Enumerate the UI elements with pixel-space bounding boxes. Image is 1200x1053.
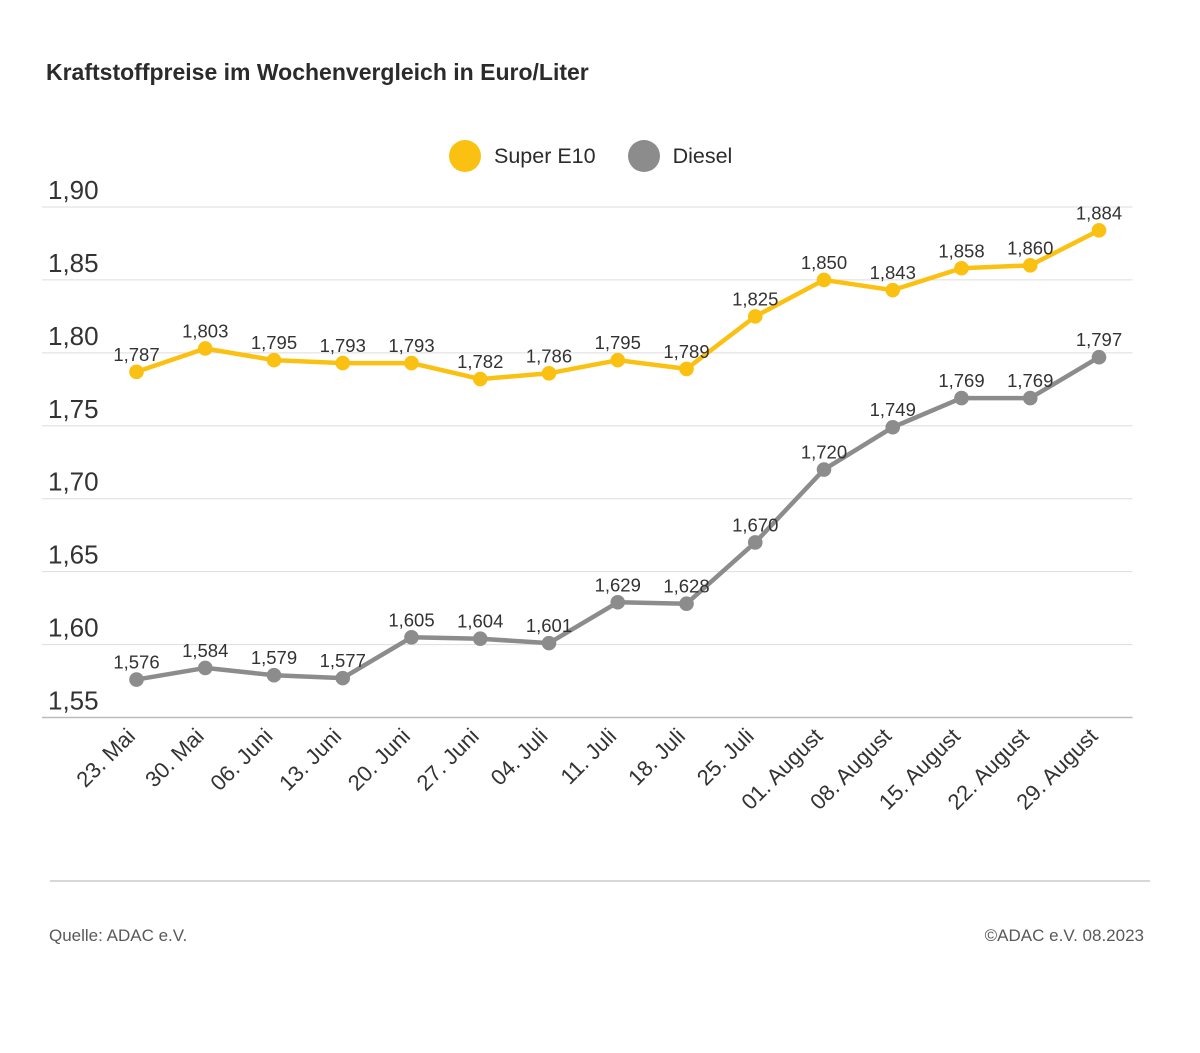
svg-text:1,65: 1,65 <box>48 540 99 570</box>
svg-text:1,860: 1,860 <box>1007 237 1053 258</box>
svg-text:1,793: 1,793 <box>320 335 366 356</box>
svg-text:1,629: 1,629 <box>595 574 641 595</box>
svg-text:1,793: 1,793 <box>388 335 434 356</box>
svg-text:13. Juni: 13. Juni <box>274 723 346 795</box>
svg-text:1,769: 1,769 <box>1007 370 1053 391</box>
svg-text:1,789: 1,789 <box>663 341 709 362</box>
svg-text:1,825: 1,825 <box>732 288 778 309</box>
svg-text:1,670: 1,670 <box>732 514 778 535</box>
svg-text:1,803: 1,803 <box>182 320 228 341</box>
svg-text:1,60: 1,60 <box>48 613 99 643</box>
svg-text:1,782: 1,782 <box>457 351 503 372</box>
svg-text:18. Juli: 18. Juli <box>623 723 690 790</box>
svg-text:1,628: 1,628 <box>663 576 709 597</box>
svg-text:1,579: 1,579 <box>251 647 297 668</box>
svg-text:1,787: 1,787 <box>113 344 159 365</box>
svg-text:1,795: 1,795 <box>595 332 641 353</box>
svg-text:04. Juli: 04. Juli <box>486 723 553 790</box>
svg-text:1,584: 1,584 <box>182 640 228 661</box>
svg-text:1,884: 1,884 <box>1076 202 1122 223</box>
svg-text:1,90: 1,90 <box>48 175 99 205</box>
svg-text:1,75: 1,75 <box>48 394 99 424</box>
svg-text:1,749: 1,749 <box>870 399 916 420</box>
svg-text:1,786: 1,786 <box>526 345 572 366</box>
svg-text:1,605: 1,605 <box>388 609 434 630</box>
svg-text:11. Juli: 11. Juli <box>555 723 621 789</box>
svg-text:23. Mai: 23. Mai <box>71 723 140 792</box>
svg-text:1,80: 1,80 <box>48 321 99 351</box>
svg-text:1,720: 1,720 <box>801 442 847 463</box>
svg-text:1,576: 1,576 <box>113 652 159 673</box>
svg-text:27. Juni: 27. Juni <box>412 723 484 795</box>
svg-text:1,769: 1,769 <box>938 370 984 391</box>
svg-text:1,577: 1,577 <box>320 650 366 671</box>
svg-text:1,604: 1,604 <box>457 611 503 632</box>
svg-text:06. Juni: 06. Juni <box>205 723 277 795</box>
svg-text:1,858: 1,858 <box>938 240 984 261</box>
svg-text:30. Mai: 30. Mai <box>140 723 209 792</box>
svg-text:1,601: 1,601 <box>526 615 572 636</box>
svg-text:1,797: 1,797 <box>1076 329 1122 350</box>
svg-text:25. Juli: 25. Juli <box>692 723 759 790</box>
svg-text:1,55: 1,55 <box>48 686 99 716</box>
svg-text:1,795: 1,795 <box>251 332 297 353</box>
svg-text:20. Juni: 20. Juni <box>343 723 415 795</box>
svg-text:1,70: 1,70 <box>48 467 99 497</box>
svg-text:1,85: 1,85 <box>48 248 99 278</box>
svg-text:1,843: 1,843 <box>870 262 916 283</box>
svg-text:1,850: 1,850 <box>801 252 847 273</box>
